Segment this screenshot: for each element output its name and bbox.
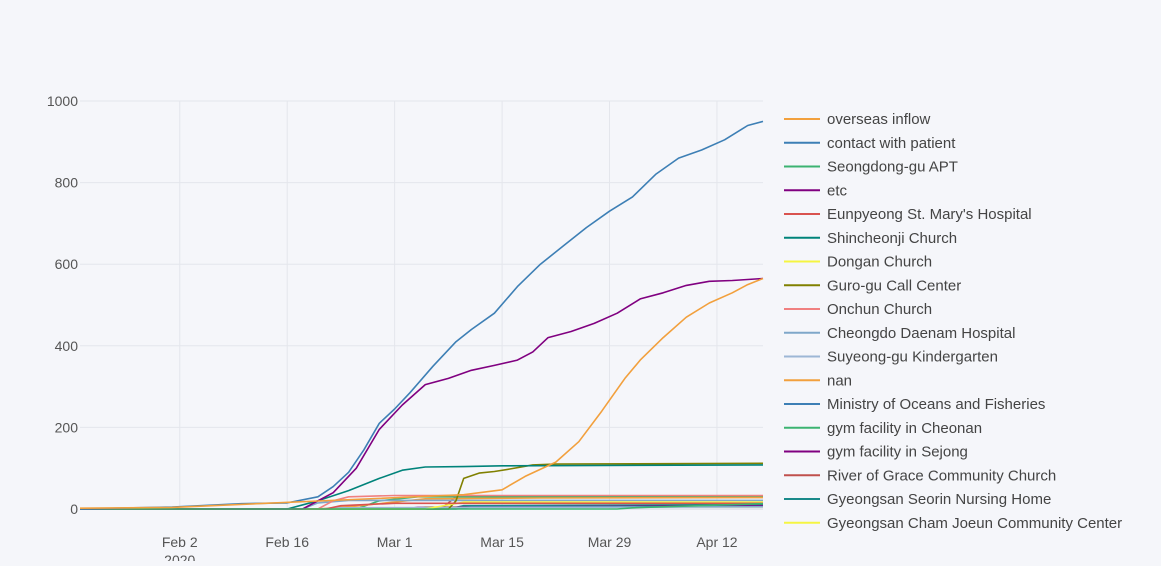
x-tick-label: Mar 1: [377, 534, 413, 550]
y-tick-label: 600: [55, 256, 79, 272]
legend-label: Guro-gu Call Center: [827, 277, 961, 294]
legend-item[interactable]: Suyeong-gu Kindergarten: [784, 349, 998, 366]
y-tick-label: 0: [70, 501, 78, 517]
legend-item[interactable]: Cheongdo Daenam Hospital: [784, 325, 1015, 342]
series-lines: [79, 120, 764, 510]
y-axis: 0 200 400 600 800 1000: [47, 93, 78, 517]
legend-label: Dongan Church: [827, 254, 932, 271]
legend: overseas inflow contact with patient Seong…: [784, 111, 1122, 532]
legend-item[interactable]: etc: [784, 182, 848, 199]
legend-label: Gyeongsan Cham Joeun Community Center: [827, 515, 1122, 532]
legend-label: contact with patient: [827, 135, 956, 152]
legend-item[interactable]: River of Grace Community Church: [784, 467, 1056, 484]
legend-label: gym facility in Cheonan: [827, 420, 982, 437]
legend-label: Ministry of Oceans and Fisheries: [827, 396, 1045, 413]
legend-item[interactable]: Guro-gu Call Center: [784, 277, 961, 294]
legend-item[interactable]: Ministry of Oceans and Fisheries: [784, 396, 1045, 413]
legend-item[interactable]: overseas inflow: [784, 111, 931, 128]
legend-item[interactable]: Seongdong-gu APT: [784, 159, 958, 176]
legend-item[interactable]: nan: [784, 372, 852, 389]
x-tick-label: Mar 15: [480, 534, 524, 550]
legend-label: Seongdong-gu APT: [827, 159, 958, 176]
x-tick-label: Apr 12: [696, 534, 737, 550]
legend-label: Cheongdo Daenam Hospital: [827, 325, 1015, 342]
series-line: [80, 464, 764, 510]
x-tick-sublabel: 2020: [164, 552, 195, 561]
legend-item[interactable]: contact with patient: [784, 135, 956, 152]
series-line: [79, 120, 764, 510]
y-tick-label: 200: [55, 419, 79, 435]
legend-item[interactable]: gym facility in Sejong: [784, 444, 968, 461]
legend-item[interactable]: gym facility in Cheonan: [784, 420, 982, 437]
legend-label: nan: [827, 372, 852, 389]
legend-label: etc: [827, 182, 848, 199]
y-tick-label: 800: [55, 175, 79, 191]
y-tick-label: 1000: [47, 93, 78, 109]
series-line: [80, 502, 764, 510]
legend-label: Suyeong-gu Kindergarten: [827, 349, 998, 366]
series-line: [80, 277, 764, 510]
legend-item[interactable]: Shincheonji Church: [784, 230, 957, 247]
x-tick-label: Mar 29: [588, 534, 632, 550]
legend-label: Eunpyeong St. Mary's Hospital: [827, 206, 1032, 223]
legend-label: Onchun Church: [827, 301, 932, 318]
legend-label: Shincheonji Church: [827, 230, 957, 247]
legend-item[interactable]: Gyeongsan Seorin Nursing Home: [784, 491, 1051, 508]
legend-label: River of Grace Community Church: [827, 467, 1056, 484]
x-tick-label: Feb 16: [265, 534, 309, 550]
legend-item[interactable]: Dongan Church: [784, 254, 932, 271]
legend-label: gym facility in Sejong: [827, 444, 968, 461]
series-line: [79, 277, 764, 509]
legend-item[interactable]: Eunpyeong St. Mary's Hospital: [784, 206, 1032, 223]
y-tick-label: 400: [55, 338, 79, 354]
legend-item[interactable]: Onchun Church: [784, 301, 932, 318]
legend-item[interactable]: Gyeongsan Cham Joeun Community Center: [784, 515, 1122, 532]
legend-label: Gyeongsan Seorin Nursing Home: [827, 491, 1051, 508]
x-tick-label: Feb 2: [162, 534, 198, 550]
legend-label: overseas inflow: [827, 111, 931, 128]
